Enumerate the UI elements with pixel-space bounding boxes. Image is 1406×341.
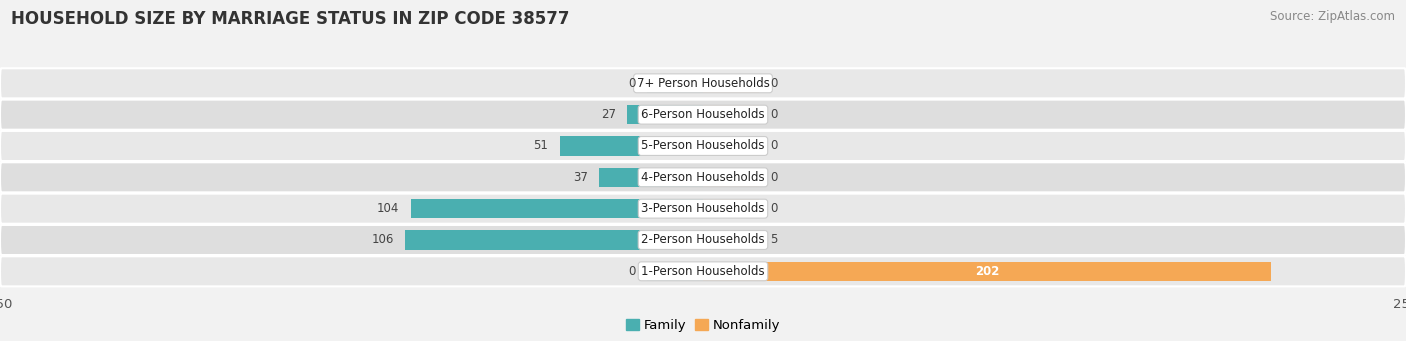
Bar [703,199,759,218]
Text: 7+ Person Households: 7+ Person Households [637,77,769,90]
Text: 0: 0 [770,77,778,90]
Text: 0: 0 [770,171,778,184]
Bar [599,168,703,187]
Bar [405,230,703,250]
Text: 3-Person Households: 3-Person Households [641,202,765,215]
Text: 27: 27 [600,108,616,121]
Text: 0: 0 [770,202,778,215]
FancyBboxPatch shape [0,194,1406,224]
Text: 4-Person Households: 4-Person Households [641,171,765,184]
FancyBboxPatch shape [0,131,1406,161]
Text: 106: 106 [371,234,394,247]
FancyBboxPatch shape [0,162,1406,192]
Text: 51: 51 [533,139,548,152]
Text: 202: 202 [974,265,1000,278]
FancyBboxPatch shape [0,225,1406,255]
Text: 37: 37 [572,171,588,184]
Text: Source: ZipAtlas.com: Source: ZipAtlas.com [1270,10,1395,23]
Text: 1-Person Households: 1-Person Households [641,265,765,278]
Text: HOUSEHOLD SIZE BY MARRIAGE STATUS IN ZIP CODE 38577: HOUSEHOLD SIZE BY MARRIAGE STATUS IN ZIP… [11,10,569,28]
Bar [703,168,759,187]
Text: 0: 0 [770,139,778,152]
Legend: Family, Nonfamily: Family, Nonfamily [620,314,786,338]
FancyBboxPatch shape [0,256,1406,286]
Bar [703,105,759,124]
Bar [647,74,703,93]
Text: 104: 104 [377,202,399,215]
Bar [703,74,759,93]
Bar [703,230,717,250]
Text: 5: 5 [770,234,778,247]
Text: 5-Person Households: 5-Person Households [641,139,765,152]
Bar [647,262,703,281]
Text: 2-Person Households: 2-Person Households [641,234,765,247]
Bar [703,262,1271,281]
Bar [411,199,703,218]
Bar [627,105,703,124]
Text: 0: 0 [628,265,636,278]
FancyBboxPatch shape [0,68,1406,98]
Bar [560,136,703,156]
Text: 0: 0 [770,108,778,121]
Text: 0: 0 [628,77,636,90]
Text: 6-Person Households: 6-Person Households [641,108,765,121]
FancyBboxPatch shape [0,100,1406,130]
Bar [703,136,759,156]
